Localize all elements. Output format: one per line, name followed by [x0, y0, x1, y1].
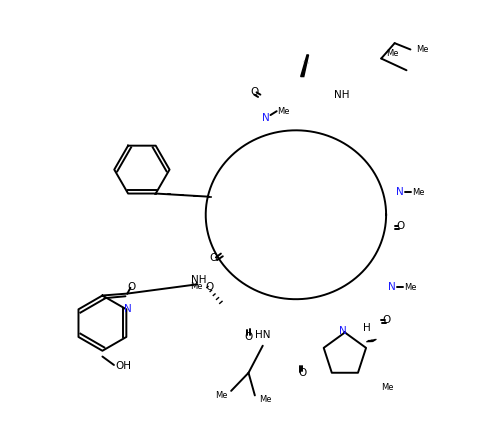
- Text: O: O: [383, 315, 391, 326]
- Text: Me: Me: [404, 283, 417, 292]
- Text: NH: NH: [191, 275, 207, 285]
- Text: NH: NH: [334, 90, 349, 99]
- Text: OH: OH: [116, 361, 132, 371]
- Text: N: N: [339, 326, 347, 336]
- Text: N: N: [396, 187, 404, 197]
- Text: O: O: [250, 87, 259, 96]
- Text: Me: Me: [259, 396, 271, 405]
- Text: N: N: [124, 304, 132, 314]
- Text: O: O: [210, 253, 218, 263]
- Text: H: H: [363, 323, 371, 333]
- Text: O: O: [396, 221, 404, 232]
- Text: Me: Me: [412, 188, 424, 197]
- Text: Me: Me: [215, 391, 227, 400]
- Text: N: N: [262, 113, 270, 123]
- Text: O: O: [298, 368, 306, 378]
- Text: Me: Me: [191, 282, 203, 291]
- Text: O: O: [244, 332, 252, 342]
- Text: O: O: [128, 282, 136, 292]
- Text: HN: HN: [255, 330, 271, 340]
- Text: N: N: [388, 282, 396, 292]
- Text: Me: Me: [382, 383, 394, 392]
- Polygon shape: [301, 55, 309, 76]
- Text: Me: Me: [416, 45, 429, 54]
- Text: O: O: [205, 282, 213, 292]
- Text: Me: Me: [386, 49, 399, 58]
- Text: Me: Me: [277, 107, 289, 116]
